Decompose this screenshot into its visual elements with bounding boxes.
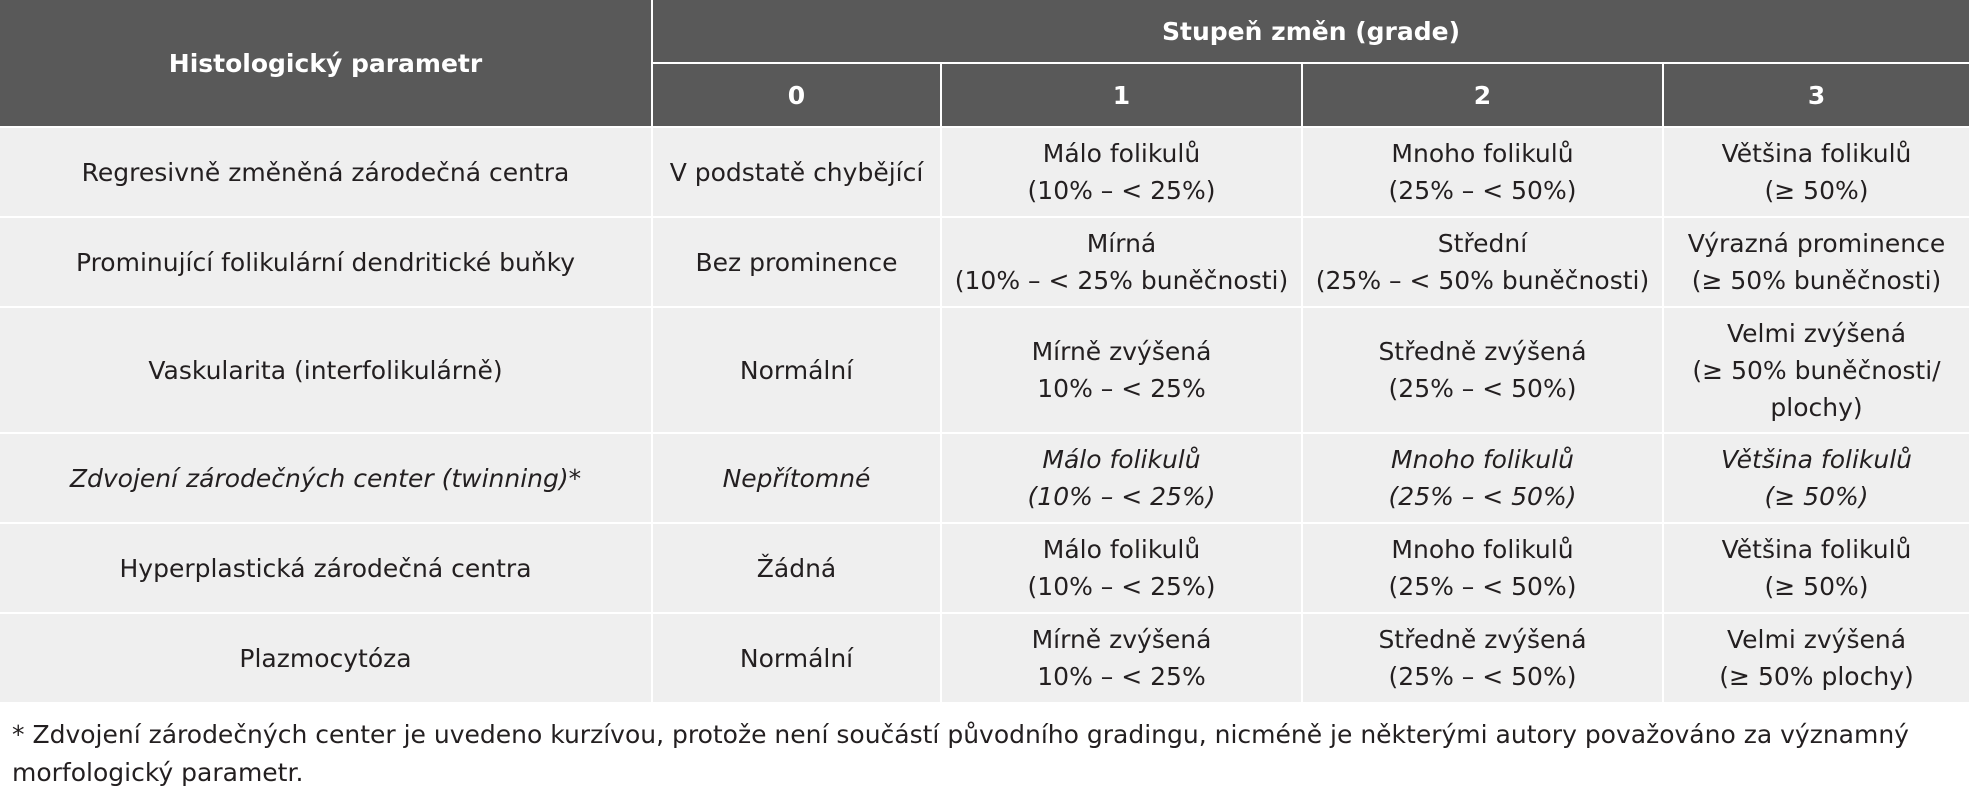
param-cell: Hyperplastická zárodečná centra: [0, 522, 652, 613]
grade-2-cell: Mnoho folikulů (25% – < 50%): [1301, 522, 1663, 613]
grade-group-header: Stupeň změn (grade): [650, 0, 1969, 64]
cell-line: (25% – < 50%): [1388, 176, 1577, 205]
footnote: * Zdvojení zárodečných center je uvedeno…: [12, 720, 1909, 787]
table-row: Prominující folikulární dendritické buňk…: [0, 216, 1969, 307]
cell-line: (≥ 50%): [1764, 176, 1869, 205]
cell-line: (25% – < 50%): [1388, 572, 1577, 601]
param-cell: Zdvojení zárodečných center (twinning)*: [0, 432, 652, 523]
grade-2-header: 2: [1301, 63, 1663, 127]
grade-3-cell: Výrazná prominence (≥ 50% buněčnosti): [1661, 216, 1969, 307]
grade-1-cell: Málo folikulů (10% – < 25%): [940, 126, 1302, 217]
table-row: Vaskularita (interfolikulárně) Normální …: [0, 306, 1969, 433]
grade-3-cell: Většina folikulů (≥ 50%): [1661, 522, 1969, 613]
cell-line: Mnoho folikulů: [1391, 445, 1574, 474]
cell-line: Nepřítomné: [722, 463, 871, 493]
grade-0-cell: Žádná: [651, 522, 941, 613]
cell-line: Střední: [1437, 229, 1528, 258]
grade-1-header: 1: [940, 63, 1302, 127]
grade-3-cell: Většina folikulů (≥ 50%): [1661, 126, 1969, 217]
grade-1-cell: Mírně zvýšená 10% – < 25%: [940, 306, 1302, 433]
cell-line: Normální: [739, 355, 854, 385]
grading-table-container: Histologický parametr Stupeň změn (grade…: [0, 0, 1969, 702]
cell-line: Normální: [739, 643, 854, 673]
cell-line: (25% – < 50% buněčnosti): [1315, 266, 1650, 295]
cell-line: 10% – < 25%: [1037, 374, 1206, 403]
grade-1-cell: Málo folikulů (10% – < 25%): [940, 522, 1302, 613]
grade-2-cell: Středně zvýšená (25% – < 50%): [1301, 612, 1663, 702]
cell-line: Mírná: [1086, 229, 1157, 258]
grade-2-cell: Středně zvýšená (25% – < 50%): [1301, 306, 1663, 433]
grade-3-cell: Velmi zvýšená (≥ 50% buněčnosti/plochy): [1661, 306, 1969, 433]
cell-line: (≥ 50% buněčnosti/: [1692, 355, 1941, 385]
cell-line: Středně zvýšená: [1378, 625, 1587, 654]
grading-table: Histologický parametr Stupeň změn (grade…: [0, 0, 1969, 702]
cell-line: (25% – < 50%): [1388, 662, 1577, 691]
table-row: Hyperplastická zárodečná centra Žádná Má…: [0, 522, 1969, 613]
cell-line: Velmi zvýšená: [1727, 625, 1907, 654]
cell-line: Výrazná prominence: [1687, 229, 1946, 258]
cell-line: Mírně zvýšená: [1031, 337, 1212, 366]
param-cell: Prominující folikulární dendritické buňk…: [0, 216, 652, 307]
grade-3-cell: Velmi zvýšená (≥ 50% plochy): [1661, 612, 1969, 702]
cell-line: Málo folikulů: [1042, 139, 1201, 168]
cell-line: (≥ 50%): [1764, 482, 1869, 511]
cell-line: 10% – < 25%: [1037, 662, 1206, 691]
cell-line: Středně zvýšená: [1378, 337, 1587, 366]
cell-line: Málo folikulů: [1042, 535, 1201, 564]
cell-line: (10% – < 25% buněčnosti): [954, 266, 1289, 295]
cell-line: (25% – < 50%): [1388, 482, 1577, 511]
grade-3-header: 3: [1661, 63, 1969, 127]
grade-2-cell: Mnoho folikulů (25% – < 50%): [1301, 126, 1663, 217]
grade-0-header: 0: [651, 63, 941, 127]
cell-line: Mírně zvýšená: [1031, 625, 1212, 654]
grade-0-cell: Normální: [651, 306, 941, 433]
table-row: Zdvojení zárodečných center (twinning)* …: [0, 432, 1969, 523]
cell-line: Málo folikulů: [1042, 445, 1201, 474]
cell-line: (10% – < 25%): [1027, 176, 1216, 205]
cell-line: Velmi zvýšená: [1727, 318, 1907, 348]
grade-2-cell: Střední (25% – < 50% buněčnosti): [1301, 216, 1663, 307]
table-row: Regresivně změněná zárodečná centra V po…: [0, 126, 1969, 217]
grade-0-cell: Nepřítomné: [651, 432, 941, 523]
grade-2-cell: Mnoho folikulů (25% – < 50%): [1301, 432, 1663, 523]
cell-line: Většina folikulů: [1721, 139, 1912, 168]
param-cell: Vaskularita (interfolikulárně): [0, 306, 652, 433]
cell-line: Bez prominence: [695, 247, 898, 277]
grade-0-cell: Bez prominence: [651, 216, 941, 307]
cell-line: (10% – < 25%): [1027, 572, 1216, 601]
param-cell: Plazmocytóza: [0, 612, 652, 702]
grade-1-cell: Mírně zvýšená 10% – < 25%: [940, 612, 1302, 702]
cell-line: (25% – < 50%): [1388, 374, 1577, 403]
cell-line: Většina folikulů: [1721, 535, 1912, 564]
cell-line: V podstatě chybějící: [669, 157, 924, 187]
grade-0-cell: Normální: [651, 612, 941, 702]
cell-line: (≥ 50%): [1764, 572, 1869, 601]
cell-line: (≥ 50% buněčnosti): [1691, 266, 1942, 295]
grade-1-cell: Málo folikulů (10% – < 25%): [940, 432, 1302, 523]
grade-0-cell: V podstatě chybějící: [651, 126, 941, 217]
grade-1-cell: Mírná (10% – < 25% buněčnosti): [940, 216, 1302, 307]
param-cell: Regresivně změněná zárodečná centra: [0, 126, 652, 217]
table-row: Plazmocytóza Normální Mírně zvýšená 10% –…: [0, 612, 1969, 702]
cell-line: (≥ 50% plochy): [1719, 662, 1914, 691]
grade-3-cell: Většina folikulů (≥ 50%): [1661, 432, 1969, 523]
cell-line: plochy): [1770, 392, 1863, 422]
cell-line: Mnoho folikulů: [1391, 535, 1574, 564]
cell-line: Žádná: [756, 553, 837, 583]
cell-line: (10% – < 25%): [1027, 482, 1216, 511]
cell-line: Většina folikulů: [1721, 445, 1913, 474]
cell-line: Mnoho folikulů: [1391, 139, 1574, 168]
param-column-header: Histologický parametr: [0, 0, 652, 127]
